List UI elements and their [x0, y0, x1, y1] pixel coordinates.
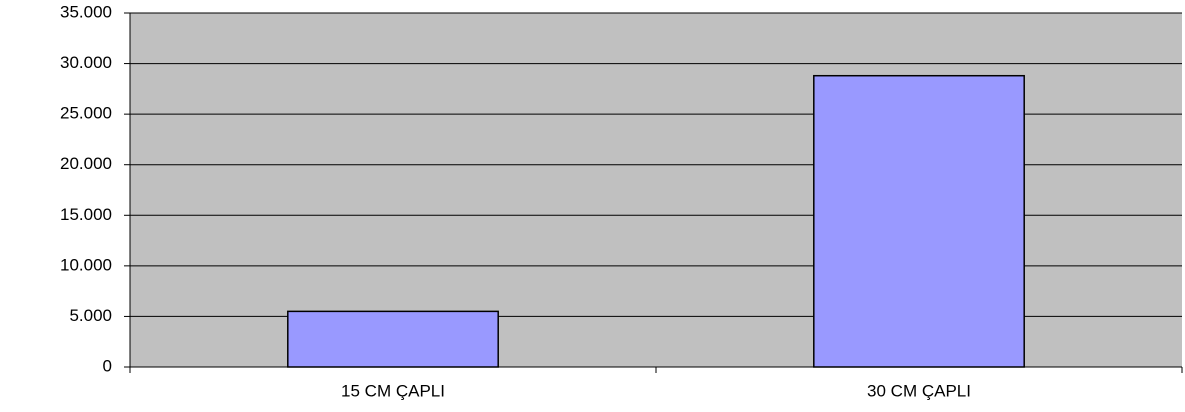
y-tick-label: 30.000	[60, 53, 112, 72]
y-tick-label: 0	[103, 356, 112, 375]
y-tick-label: 20.000	[60, 154, 112, 173]
y-tick-label: 35.000	[60, 2, 112, 21]
y-tick-label: 15.000	[60, 205, 112, 224]
y-tick-label: 25.000	[60, 104, 112, 123]
y-tick-label: 10.000	[60, 255, 112, 274]
bar	[813, 74, 1025, 368]
bar	[287, 310, 499, 368]
y-tick-label: 5.000	[69, 306, 112, 325]
x-tick-label: 30 CM ÇAPLI	[867, 381, 971, 400]
x-tick-label: 15 CM ÇAPLI	[341, 381, 445, 400]
